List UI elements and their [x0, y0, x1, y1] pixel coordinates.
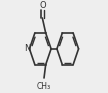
Text: CH₃: CH₃ [37, 82, 51, 91]
Text: N: N [24, 44, 31, 53]
Text: O: O [39, 1, 46, 10]
